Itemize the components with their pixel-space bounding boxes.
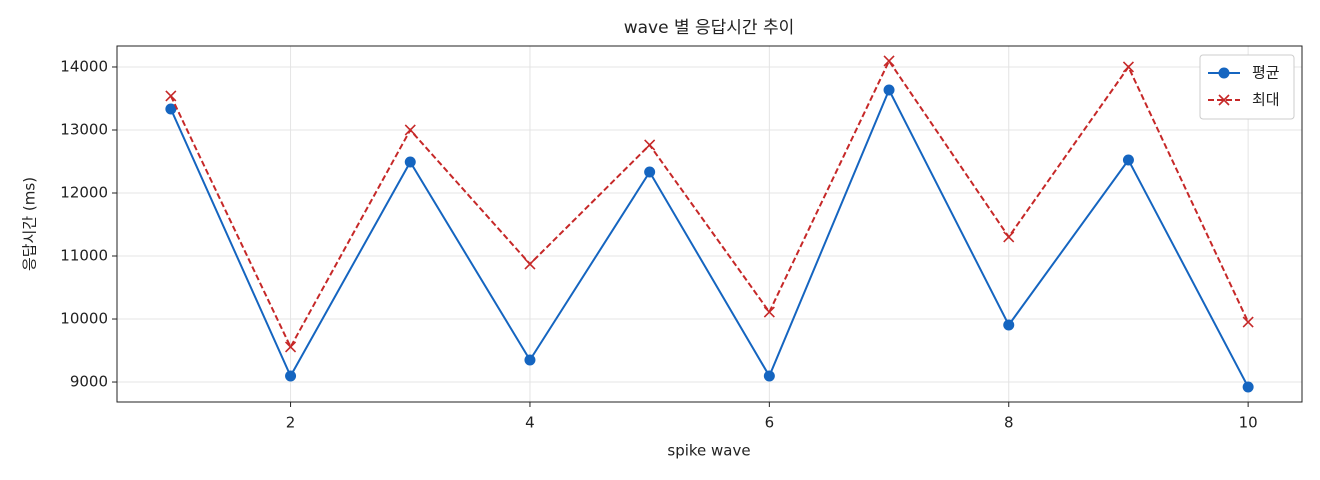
x-axis-label: spike wave bbox=[667, 442, 750, 460]
marker bbox=[1242, 316, 1254, 328]
marker bbox=[1003, 231, 1015, 243]
marker bbox=[1218, 94, 1230, 106]
marker bbox=[285, 370, 297, 382]
line bbox=[169, 58, 1250, 350]
marker bbox=[1242, 381, 1254, 393]
legend-box bbox=[1199, 54, 1295, 120]
x-tick-label: 2 bbox=[286, 414, 296, 432]
x-tick-label: 4 bbox=[525, 414, 535, 432]
marker bbox=[763, 370, 775, 382]
marker bbox=[524, 258, 536, 270]
marker bbox=[165, 103, 177, 115]
x-tick-label: 6 bbox=[765, 414, 775, 432]
marker bbox=[1218, 67, 1230, 79]
x-tick-label: 8 bbox=[1004, 414, 1014, 432]
marker bbox=[1122, 154, 1134, 166]
plot-frame bbox=[116, 45, 1303, 403]
x-tick-label: 10 bbox=[1239, 414, 1258, 432]
y-axis-label: 응답시간 (ms) bbox=[21, 177, 39, 271]
marker bbox=[644, 166, 656, 178]
marker bbox=[404, 156, 416, 168]
marker bbox=[644, 139, 656, 151]
marker bbox=[1003, 319, 1015, 331]
marker bbox=[883, 55, 895, 67]
y-tick-label: 13000 bbox=[60, 120, 108, 138]
legend-label: 최대 bbox=[1252, 91, 1280, 109]
line bbox=[169, 87, 1250, 388]
y-tick-label: 9000 bbox=[70, 373, 108, 391]
marker bbox=[165, 90, 177, 102]
y-tick-label: 12000 bbox=[60, 183, 108, 201]
marker bbox=[763, 306, 775, 318]
y-tick-label: 14000 bbox=[60, 57, 108, 75]
marker bbox=[284, 341, 297, 353]
marker bbox=[524, 354, 536, 366]
y-tick-label: 10000 bbox=[60, 310, 108, 328]
marker bbox=[1122, 61, 1135, 73]
chart-title: wave 별 응답시간 추이 bbox=[624, 18, 795, 38]
marker bbox=[404, 124, 416, 136]
marker bbox=[883, 84, 895, 96]
y-tick-label: 11000 bbox=[60, 247, 108, 265]
legend-label: 평균 bbox=[1252, 64, 1280, 82]
